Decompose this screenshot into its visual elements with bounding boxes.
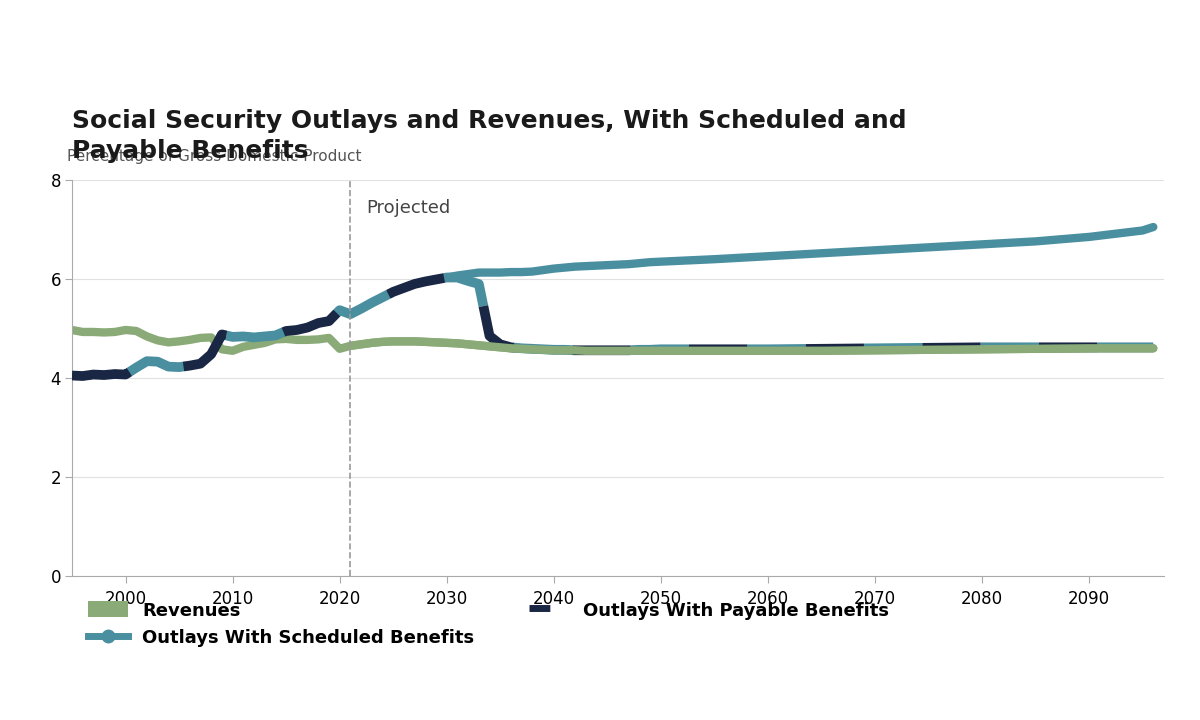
Text: Social Security Outlays and Revenues, With Scheduled and
Payable Benefits: Social Security Outlays and Revenues, Wi…	[72, 109, 907, 163]
Text: Percentage of Gross Domestic Product: Percentage of Gross Domestic Product	[66, 149, 361, 164]
Legend: Revenues, Outlays With Scheduled Benefits, Outlays With Payable Benefits: Revenues, Outlays With Scheduled Benefit…	[82, 594, 896, 654]
Text: Projected: Projected	[366, 199, 451, 217]
